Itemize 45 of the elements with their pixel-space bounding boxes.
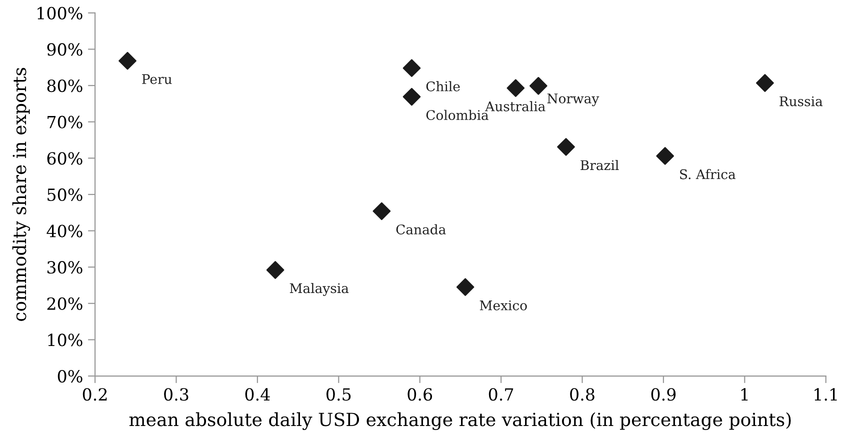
x-tick-label: 1.1 (814, 388, 837, 401)
y-tick-label: 50% (48, 188, 82, 202)
annotation: Chile (426, 81, 460, 92)
annotation: Russia (780, 96, 823, 106)
point (656, 147, 674, 165)
annotation: Peru (142, 74, 172, 84)
point (402, 88, 421, 106)
point (756, 74, 774, 92)
point (456, 278, 474, 296)
y-tick-label: 80% (47, 79, 82, 92)
y-axis-title: commodity share in exports (12, 68, 30, 322)
point (372, 202, 391, 220)
point (557, 138, 575, 156)
y-tick-label: 30% (47, 261, 82, 274)
x-tick-label: 0.2 (82, 388, 107, 401)
y-tick-label: 40% (46, 224, 82, 238)
x-tick-label: 0.6 (408, 388, 432, 401)
x-tick-label: 1 (741, 388, 748, 400)
x-tick-label: 0.7 (488, 388, 514, 401)
x-tick-label: 0.4 (245, 388, 270, 401)
annotation: Canada (396, 224, 446, 234)
annotation: Australia (485, 101, 546, 112)
y-tick-label: 90% (47, 43, 82, 56)
x-tick-label: 0.9 (651, 388, 676, 401)
y-tick-label: 20% (47, 297, 82, 310)
y-tick-label: 70% (48, 116, 82, 128)
y-tick-label: 60% (47, 152, 82, 165)
y-tick-label: 10% (48, 334, 82, 346)
annotation: Colombia (426, 110, 488, 120)
point (266, 261, 284, 279)
annotation: Malaysia (290, 282, 349, 296)
x-axis-title: mean absolute daily USD exchange rate variation (in percentage points) (129, 412, 791, 430)
x-tick-label: 0.3 (164, 388, 188, 401)
annotation: Mexico (480, 300, 527, 310)
point (529, 76, 548, 95)
point (402, 59, 421, 78)
annotation: S. Africa (680, 169, 736, 180)
y-tick-label: 0% (58, 370, 82, 383)
point (118, 52, 136, 70)
x-tick-label: 0.8 (570, 388, 594, 401)
x-tick-label: 0.5 (326, 388, 351, 401)
y-tick-label: 100% (38, 6, 82, 20)
annotation: Norway (547, 94, 600, 106)
point (506, 79, 525, 97)
annotation: Brazil (580, 160, 619, 170)
